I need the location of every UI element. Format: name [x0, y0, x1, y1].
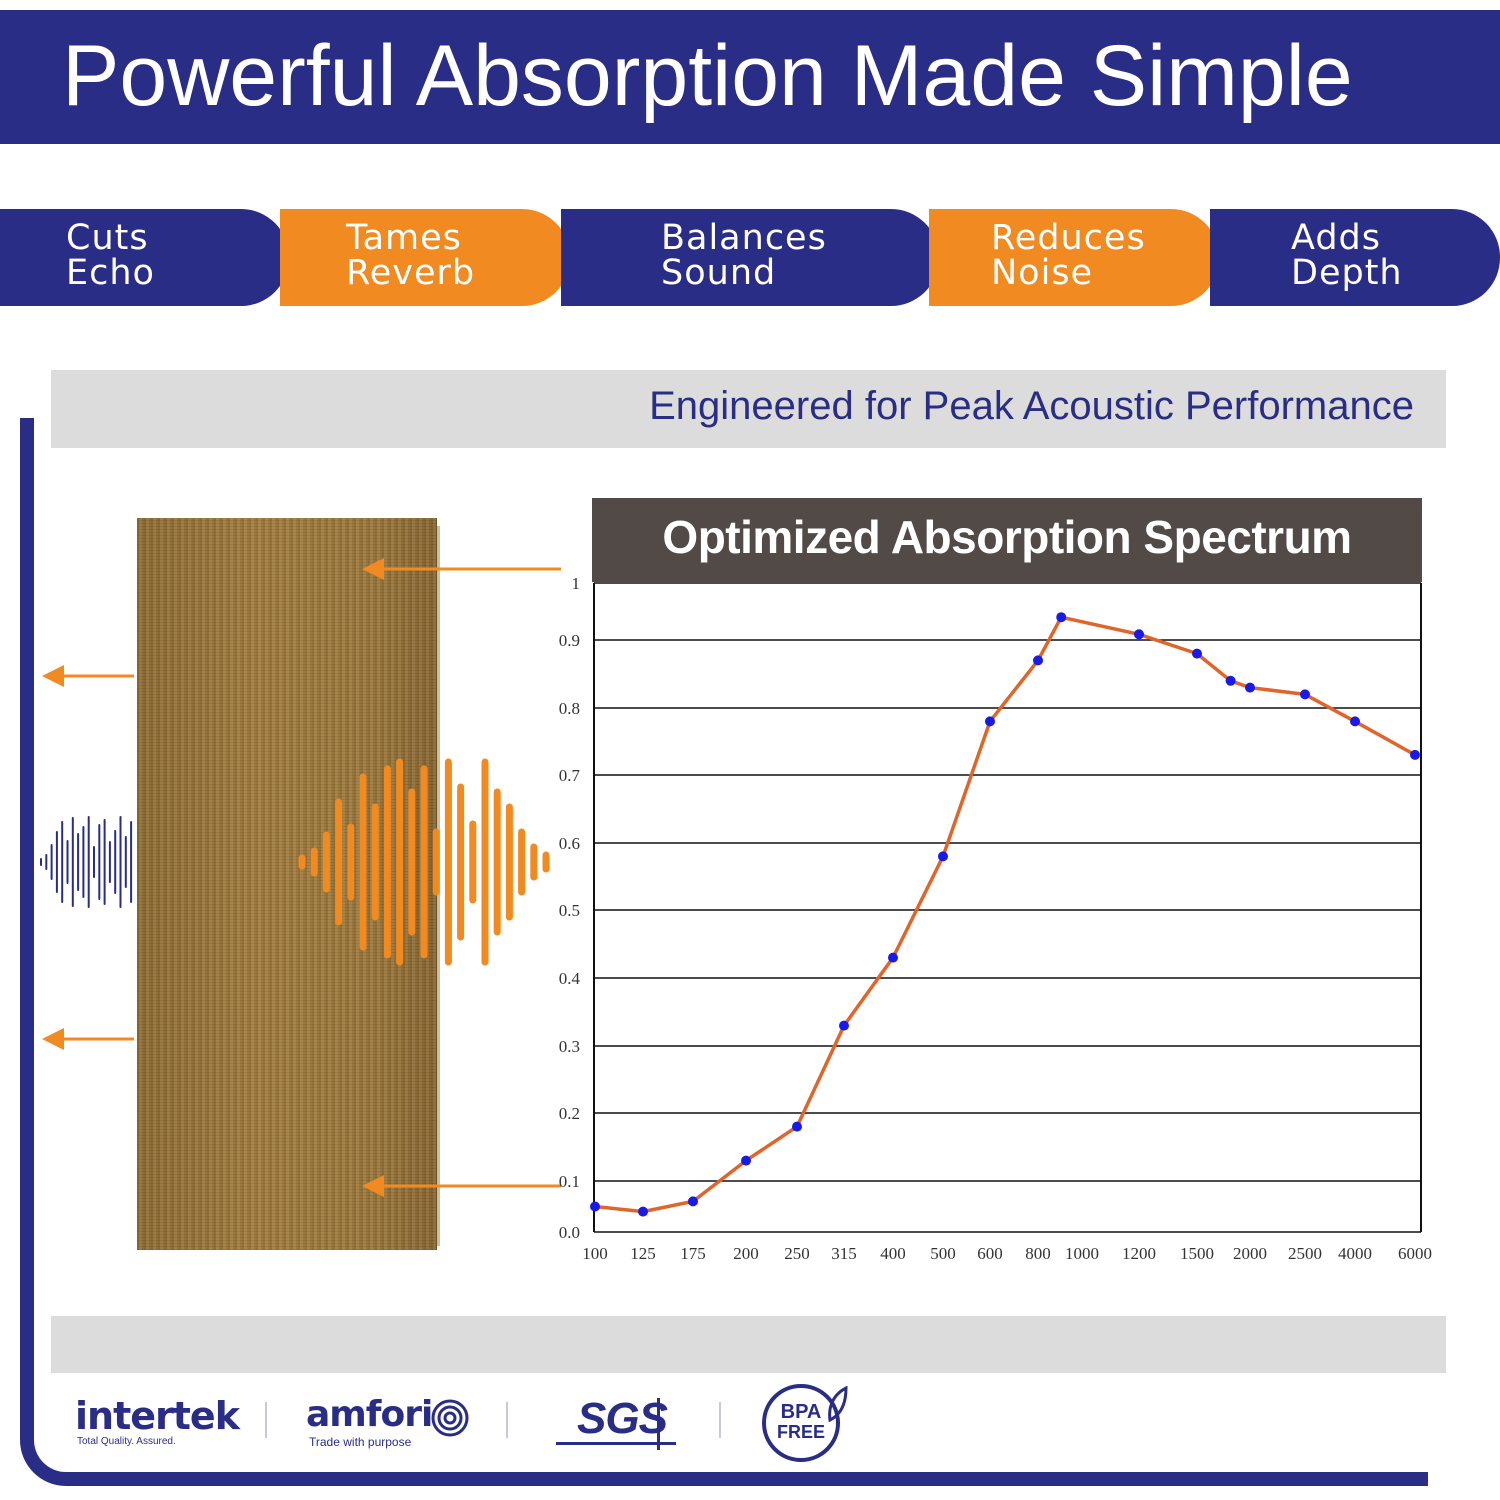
y-tick-label: 0.7: [559, 766, 581, 785]
chart-title-bar: [592, 498, 1422, 582]
logo-separator: [506, 1402, 508, 1438]
benefit-pill-reduces-noise: Reduces Noise: [929, 209, 1219, 306]
benefit-pill-tames-reverb: Tames Reverb: [280, 209, 570, 306]
benefit-line2: Reverb: [346, 253, 476, 293]
benefit-pill-cuts-echo: Cuts Echo: [0, 209, 289, 306]
chart-grid: [593, 582, 1422, 1233]
benefit-line1: Reduces: [991, 218, 1146, 258]
x-tick-label: 250: [784, 1244, 810, 1263]
data-point: [1410, 749, 1420, 760]
subheading-band: [51, 370, 1446, 448]
x-tick-label: 1200: [1122, 1244, 1156, 1263]
data-point: [1245, 682, 1255, 693]
free-text: FREE: [776, 1422, 825, 1442]
data-point: [839, 1020, 849, 1031]
page-title: Powerful Absorption Made Simple: [62, 28, 1353, 124]
data-point: [1056, 612, 1067, 623]
sgs-bar: [657, 1398, 660, 1450]
y-tick-label: 0.3: [559, 1037, 580, 1056]
benefit-pill-balances-sound: Balances Sound: [561, 209, 939, 306]
x-tick-label: 600: [977, 1244, 1003, 1263]
data-point: [1350, 716, 1360, 727]
data-point: [590, 1201, 600, 1212]
logo-separator: [719, 1402, 721, 1438]
x-tick-label: 4000: [1338, 1244, 1372, 1263]
series-line: [594, 615, 1416, 1214]
leaf-icon: [828, 1386, 848, 1422]
bpa-free-badge: BPA FREE: [762, 1384, 840, 1462]
data-point: [1225, 675, 1236, 686]
data-point: [688, 1196, 698, 1207]
y-tick-label: 0.9: [559, 631, 580, 650]
chart-series: [590, 612, 1420, 1217]
benefit-line2: Sound: [661, 253, 777, 293]
arrow-icon-head: [42, 665, 64, 687]
x-tick-label: 125: [630, 1244, 656, 1263]
data-point: [1300, 689, 1310, 700]
benefit-line2: Noise: [991, 253, 1094, 293]
navy-frame-outline: [20, 418, 1428, 1486]
benefit-line2: Depth: [1291, 253, 1403, 293]
intertek-logo: intertek: [75, 1394, 240, 1438]
sgs-underline: [556, 1442, 676, 1445]
data-point: [888, 952, 898, 963]
amfori-tagline: Trade with purpose: [309, 1435, 412, 1449]
benefit-line1: Balances: [661, 218, 827, 258]
y-tick-label: 1: [572, 574, 581, 593]
x-tick-label: 1500: [1180, 1244, 1214, 1263]
x-axis-labels: 100 125 175 200 250 315 400 500 600 800 1000 1200 15…: [582, 1244, 1432, 1263]
x-tick-label: 100: [582, 1244, 608, 1263]
y-tick-label: 0.8: [559, 699, 580, 718]
y-tick-label: 0.4: [559, 969, 581, 988]
x-tick-label: 400: [880, 1244, 906, 1263]
benefit-line1: Tames: [346, 218, 462, 258]
data-point: [1134, 629, 1144, 640]
y-tick-label: 0.0: [559, 1223, 580, 1242]
y-tick-label: 0.1: [559, 1172, 580, 1191]
sgs-logo: SGS: [577, 1394, 668, 1443]
y-tick-label: 0.2: [559, 1104, 580, 1123]
y-tick-label: 0.5: [559, 901, 580, 920]
benefit-pill-adds-depth: Adds Depth: [1210, 209, 1500, 306]
arrow-icon-head: [362, 1175, 384, 1197]
amfori-logo: amfori: [306, 1394, 433, 1435]
intertek-tagline: Total Quality. Assured.: [77, 1436, 176, 1447]
x-tick-label: 6000: [1398, 1244, 1432, 1263]
data-point: [741, 1155, 751, 1166]
benefit-line1: Adds: [1291, 218, 1381, 258]
data-point: [985, 716, 995, 727]
benefit-line1: Cuts: [66, 218, 149, 258]
header-banner: [0, 10, 1500, 144]
y-tick-label: 0.6: [559, 834, 580, 853]
arrow-icon-head: [42, 1028, 64, 1050]
data-point: [1033, 655, 1043, 666]
x-tick-label: 800: [1025, 1244, 1051, 1263]
data-point: [638, 1206, 648, 1217]
arrow-icon-head: [362, 558, 384, 580]
x-tick-label: 1000: [1065, 1244, 1099, 1263]
amfori-swirl-icon: [431, 1399, 469, 1437]
data-point: [1192, 648, 1202, 659]
decorations: [40, 558, 561, 1197]
x-tick-label: 500: [930, 1244, 956, 1263]
frame-bottom-band: [51, 1316, 1446, 1373]
data-point: [792, 1121, 802, 1132]
benefit-line2: Echo: [66, 253, 155, 293]
logo-separator: [265, 1402, 267, 1438]
x-tick-label: 315: [831, 1244, 857, 1263]
bpa-text: BPA: [780, 1401, 822, 1423]
x-tick-label: 200: [733, 1244, 759, 1263]
x-tick-label: 175: [680, 1244, 706, 1263]
chart-title: Optimized Absorption Spectrum: [662, 511, 1352, 563]
data-point: [938, 851, 948, 862]
x-tick-label: 2000: [1233, 1244, 1267, 1263]
y-axis-labels: 0.0 0.1 0.2 0.3 0.4 0.5 0.6 0.7 0.8 0.9 1: [559, 574, 581, 1242]
subheading: Engineered for Peak Acoustic Performance: [649, 384, 1414, 428]
x-tick-label: 2500: [1288, 1244, 1322, 1263]
